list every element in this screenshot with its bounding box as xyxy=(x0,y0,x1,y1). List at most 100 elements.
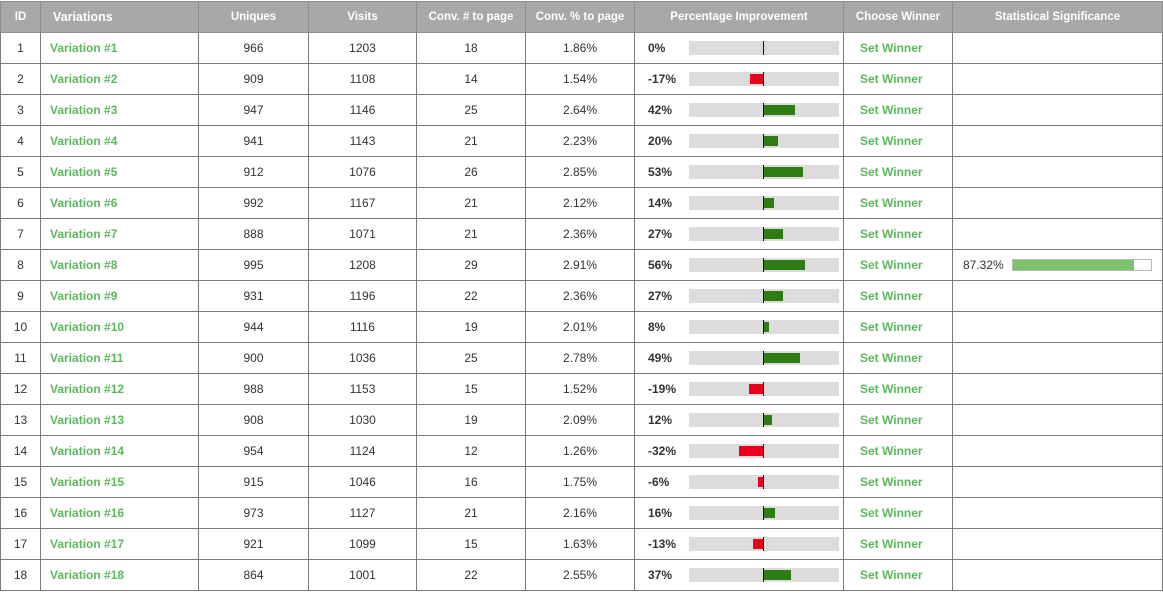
table-row: 9 Variation #9 931 1196 22 2.36% 27% Set Winner xyxy=(0,280,1163,312)
variation-link[interactable]: Variation #16 xyxy=(50,506,125,520)
visits-cell: 1030 xyxy=(308,404,417,436)
improvement-value: 42% xyxy=(648,103,673,117)
significance-cell xyxy=(952,218,1163,250)
choose-winner-cell: Set Winner xyxy=(843,63,953,95)
set-winner-button[interactable]: Set Winner xyxy=(860,351,923,365)
conv-num-cell: 22 xyxy=(416,559,526,591)
improvement-baseline xyxy=(763,227,764,241)
variation-link[interactable]: Variation #13 xyxy=(50,413,125,427)
variation-cell: Variation #10 xyxy=(40,311,199,343)
improvement-baseline xyxy=(763,568,764,582)
variation-cell: Variation #14 xyxy=(40,435,199,467)
variation-link[interactable]: Variation #3 xyxy=(50,103,118,117)
set-winner-button[interactable]: Set Winner xyxy=(860,413,923,427)
variation-link[interactable]: Variation #6 xyxy=(50,196,118,210)
set-winner-button[interactable]: Set Winner xyxy=(860,258,923,272)
conv-pct-cell: 2.09% xyxy=(525,404,635,436)
improvement-bar-track xyxy=(689,165,839,179)
improvement-baseline xyxy=(763,103,764,117)
uniques-cell: 915 xyxy=(198,466,309,498)
header-variations: Variations xyxy=(40,1,199,33)
choose-winner-cell: Set Winner xyxy=(843,32,953,64)
row-id: 8 xyxy=(0,249,41,281)
uniques-cell: 941 xyxy=(198,125,309,157)
row-id: 16 xyxy=(0,497,41,529)
set-winner-button[interactable]: Set Winner xyxy=(860,165,923,179)
variation-link[interactable]: Variation #18 xyxy=(50,568,125,582)
variation-link[interactable]: Variation #1 xyxy=(50,41,118,55)
variation-link[interactable]: Variation #14 xyxy=(50,444,125,458)
improvement-baseline xyxy=(763,382,764,396)
improvement-bar-track xyxy=(689,289,839,303)
variation-cell: Variation #5 xyxy=(40,156,199,188)
significance-cell xyxy=(952,125,1163,157)
set-winner-button[interactable]: Set Winner xyxy=(860,537,923,551)
header-row: ID Variations Uniques Visits Conv. # to … xyxy=(0,1,1163,33)
choose-winner-cell: Set Winner xyxy=(843,249,953,281)
table-row: 11 Variation #11 900 1036 25 2.78% 49% Set Winn… xyxy=(0,342,1163,374)
improvement-bar xyxy=(763,291,783,301)
set-winner-button[interactable]: Set Winner xyxy=(860,134,923,148)
table-row: 12 Variation #12 988 1153 15 1.52% -19% Set Win… xyxy=(0,373,1163,405)
conv-pct-cell: 2.23% xyxy=(525,125,635,157)
significance-cell xyxy=(952,94,1163,126)
improvement-value: 37% xyxy=(648,568,673,582)
variation-link[interactable]: Variation #9 xyxy=(50,289,118,303)
set-winner-button[interactable]: Set Winner xyxy=(860,475,923,489)
uniques-cell: 973 xyxy=(198,497,309,529)
visits-cell: 1071 xyxy=(308,218,417,250)
table-row: 4 Variation #4 941 1143 21 2.23% 20% Set Winner xyxy=(0,125,1163,157)
set-winner-button[interactable]: Set Winner xyxy=(860,72,923,86)
variation-link[interactable]: Variation #5 xyxy=(50,165,118,179)
conv-num-cell: 16 xyxy=(416,466,526,498)
set-winner-button[interactable]: Set Winner xyxy=(860,568,923,582)
visits-cell: 1001 xyxy=(308,559,417,591)
set-winner-button[interactable]: Set Winner xyxy=(860,103,923,117)
improvement-bar xyxy=(763,570,791,580)
variation-cell: Variation #4 xyxy=(40,125,199,157)
significance-cell: 87.32% xyxy=(952,249,1163,281)
improvement-bar-track xyxy=(689,72,839,86)
variation-link[interactable]: Variation #4 xyxy=(50,134,118,148)
improvement-bar xyxy=(758,477,763,487)
improvement-bar xyxy=(763,105,795,115)
set-winner-button[interactable]: Set Winner xyxy=(860,320,923,334)
variation-link[interactable]: Variation #10 xyxy=(50,320,125,334)
uniques-cell: 954 xyxy=(198,435,309,467)
set-winner-button[interactable]: Set Winner xyxy=(860,289,923,303)
set-winner-button[interactable]: Set Winner xyxy=(860,196,923,210)
row-id: 15 xyxy=(0,466,41,498)
significance-cell xyxy=(952,187,1163,219)
variation-link[interactable]: Variation #15 xyxy=(50,475,125,489)
improvement-baseline xyxy=(763,165,764,179)
set-winner-button[interactable]: Set Winner xyxy=(860,382,923,396)
improvement-bar-track xyxy=(689,475,839,489)
variation-cell: Variation #12 xyxy=(40,373,199,405)
choose-winner-cell: Set Winner xyxy=(843,156,953,188)
row-id: 2 xyxy=(0,63,41,95)
improvement-baseline xyxy=(763,413,764,427)
significance-bar xyxy=(1013,260,1134,270)
variation-link[interactable]: Variation #8 xyxy=(50,258,118,272)
improvement-cell: 14% xyxy=(634,187,844,219)
row-id: 3 xyxy=(0,94,41,126)
set-winner-button[interactable]: Set Winner xyxy=(860,41,923,55)
variation-link[interactable]: Variation #17 xyxy=(50,537,125,551)
improvement-cell: -19% xyxy=(634,373,844,405)
header-choose-winner: Choose Winner xyxy=(843,1,953,33)
variation-link[interactable]: Variation #2 xyxy=(50,72,118,86)
choose-winner-cell: Set Winner xyxy=(843,342,953,374)
variation-cell: Variation #11 xyxy=(40,342,199,374)
variation-link[interactable]: Variation #12 xyxy=(50,382,125,396)
conv-pct-cell: 2.55% xyxy=(525,559,635,591)
variation-link[interactable]: Variation #7 xyxy=(50,227,118,241)
improvement-baseline xyxy=(763,351,764,365)
improvement-baseline xyxy=(763,320,764,334)
visits-cell: 1167 xyxy=(308,187,417,219)
improvement-bar-track xyxy=(689,196,839,210)
variation-link[interactable]: Variation #11 xyxy=(50,351,124,365)
set-winner-button[interactable]: Set Winner xyxy=(860,506,923,520)
table-row: 13 Variation #13 908 1030 19 2.09% 12% Set Winn… xyxy=(0,404,1163,436)
set-winner-button[interactable]: Set Winner xyxy=(860,444,923,458)
set-winner-button[interactable]: Set Winner xyxy=(860,227,923,241)
